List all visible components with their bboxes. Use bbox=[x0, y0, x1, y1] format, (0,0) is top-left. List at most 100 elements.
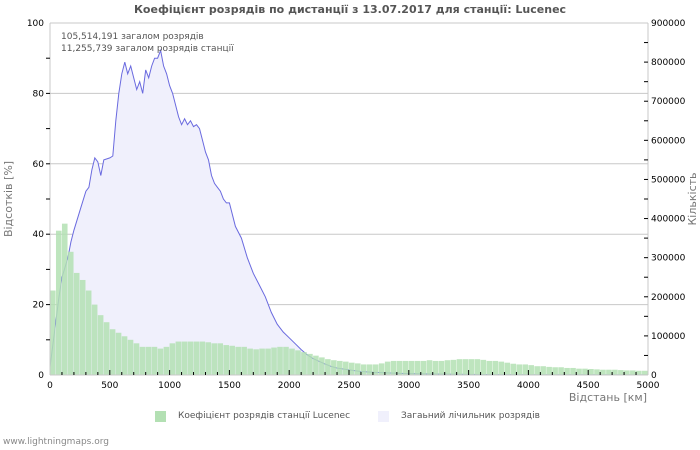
ratio-bar bbox=[133, 343, 140, 375]
ratio-bar bbox=[50, 290, 56, 375]
ratio-bar bbox=[349, 362, 355, 375]
ratio-bar bbox=[564, 367, 570, 375]
annotation-total-strikes: 105,514,191 загалом розрядів bbox=[61, 32, 204, 42]
ratio-bar bbox=[343, 361, 349, 375]
ratio-bar bbox=[408, 360, 415, 375]
ratio-bar bbox=[259, 348, 265, 375]
y-right-tick-label: 500000 bbox=[651, 175, 686, 185]
y-right-axis-label: Кількість bbox=[686, 172, 699, 225]
ratio-bar bbox=[271, 347, 277, 375]
ratio-bar bbox=[606, 369, 612, 375]
ratio-bar bbox=[462, 359, 469, 375]
ratio-bar bbox=[618, 370, 624, 375]
ratio-bar bbox=[366, 364, 373, 375]
ratio-bar bbox=[115, 332, 122, 375]
ratio-bar bbox=[313, 355, 319, 375]
ratio-bar bbox=[474, 359, 481, 375]
y-right-tick-label: 300000 bbox=[651, 254, 686, 264]
ratio-bar bbox=[480, 359, 487, 375]
ratio-bar bbox=[127, 339, 134, 375]
ratio-bar bbox=[378, 363, 385, 375]
total-strikes-area bbox=[49, 48, 649, 376]
ratio-bar bbox=[247, 348, 253, 375]
ratio-bar bbox=[582, 368, 588, 375]
y-left-tick-label: 0 bbox=[38, 371, 44, 381]
ratio-bar bbox=[594, 369, 600, 375]
ratio-bar bbox=[307, 353, 313, 375]
x-tick-label: 2000 bbox=[278, 381, 301, 391]
ratio-bar bbox=[145, 346, 152, 375]
chart-title: Коефіцієнт розрядів по дистанції з 13.07… bbox=[133, 3, 567, 16]
ratio-bar bbox=[283, 346, 289, 375]
ratio-bar bbox=[456, 359, 463, 375]
ratio-bar bbox=[492, 360, 499, 375]
x-tick-label: 3000 bbox=[397, 381, 420, 391]
ratio-bar bbox=[169, 343, 176, 375]
ratio-bar bbox=[91, 304, 98, 375]
ratio-bar bbox=[414, 360, 421, 375]
ratio-bar bbox=[600, 369, 606, 375]
ratio-bar bbox=[331, 360, 337, 375]
legend-label-total-strikes: Загаьний лічильник розрядів bbox=[401, 411, 540, 421]
legend-swatch-total-strikes bbox=[378, 411, 389, 422]
ratio-bar bbox=[223, 345, 229, 375]
ratio-bar bbox=[289, 348, 295, 375]
y-right-tick-label: 100000 bbox=[651, 332, 686, 342]
ratio-bar bbox=[325, 359, 331, 375]
ratio-bar bbox=[337, 360, 343, 375]
station-ratio-bars bbox=[50, 223, 648, 375]
y-right-tick-label: 800000 bbox=[651, 58, 686, 68]
ratio-bar bbox=[624, 370, 630, 375]
ratio-bar bbox=[570, 367, 576, 375]
legend-swatch-station-ratio bbox=[155, 411, 166, 422]
ratio-bar bbox=[552, 367, 558, 375]
ratio-bar bbox=[468, 359, 475, 375]
x-tick-label: 4500 bbox=[577, 381, 600, 391]
legend-label-station-ratio: Коефіцієнт розрядів станції Lucenec bbox=[178, 411, 351, 421]
x-tick-label: 1000 bbox=[158, 381, 181, 391]
ratio-bar bbox=[588, 369, 594, 375]
ratio-bar bbox=[450, 359, 457, 375]
y-left-tick-label: 20 bbox=[33, 301, 45, 311]
ratio-bar bbox=[528, 365, 534, 375]
ratio-bar bbox=[534, 366, 540, 375]
footer-site-link[interactable]: www.lightningmaps.org bbox=[3, 437, 109, 447]
y-right-tick-label: 600000 bbox=[651, 136, 686, 146]
y-left-tick-label: 80 bbox=[33, 89, 45, 99]
ratio-bar bbox=[229, 345, 235, 375]
ratio-bar bbox=[241, 346, 247, 375]
y-right-tick-label: 900000 bbox=[651, 19, 686, 29]
ratio-bar bbox=[301, 352, 307, 375]
ratio-bar bbox=[510, 363, 517, 375]
ratio-bar bbox=[558, 367, 564, 375]
ratio-bar bbox=[109, 329, 116, 375]
ratio-bar bbox=[175, 341, 182, 375]
ratio-bar bbox=[426, 360, 433, 375]
ratio-bar bbox=[396, 360, 403, 375]
ratio-bar bbox=[540, 366, 546, 375]
ratio-bar bbox=[360, 364, 367, 375]
x-tick-label: 3500 bbox=[457, 381, 480, 391]
ratio-bar bbox=[630, 370, 636, 375]
y-left-tick-label: 40 bbox=[33, 230, 45, 240]
ratio-bar bbox=[642, 370, 648, 375]
annotation-station-strikes: 11,255,739 загалом розрядів станції bbox=[61, 44, 234, 54]
ratio-bar bbox=[636, 370, 642, 375]
ratio-bar bbox=[139, 346, 146, 375]
ratio-bar bbox=[55, 230, 62, 375]
x-tick-label: 5000 bbox=[637, 381, 660, 391]
ratio-bar bbox=[420, 360, 427, 375]
ratio-bar bbox=[157, 348, 164, 375]
ratio-bar bbox=[438, 360, 445, 375]
ratio-bar bbox=[61, 223, 68, 375]
ratio-bar bbox=[516, 364, 523, 375]
y-left-tick-label: 60 bbox=[33, 160, 45, 170]
y-right-tick-label: 0 bbox=[651, 371, 657, 381]
ratio-bar bbox=[432, 360, 439, 375]
ratio-bar bbox=[372, 364, 379, 375]
ratio-bar bbox=[444, 360, 451, 375]
ratio-bar bbox=[79, 279, 86, 375]
ratio-bar bbox=[277, 346, 283, 375]
ratio-bar bbox=[151, 346, 158, 375]
y-right-tick-label: 400000 bbox=[651, 215, 686, 225]
